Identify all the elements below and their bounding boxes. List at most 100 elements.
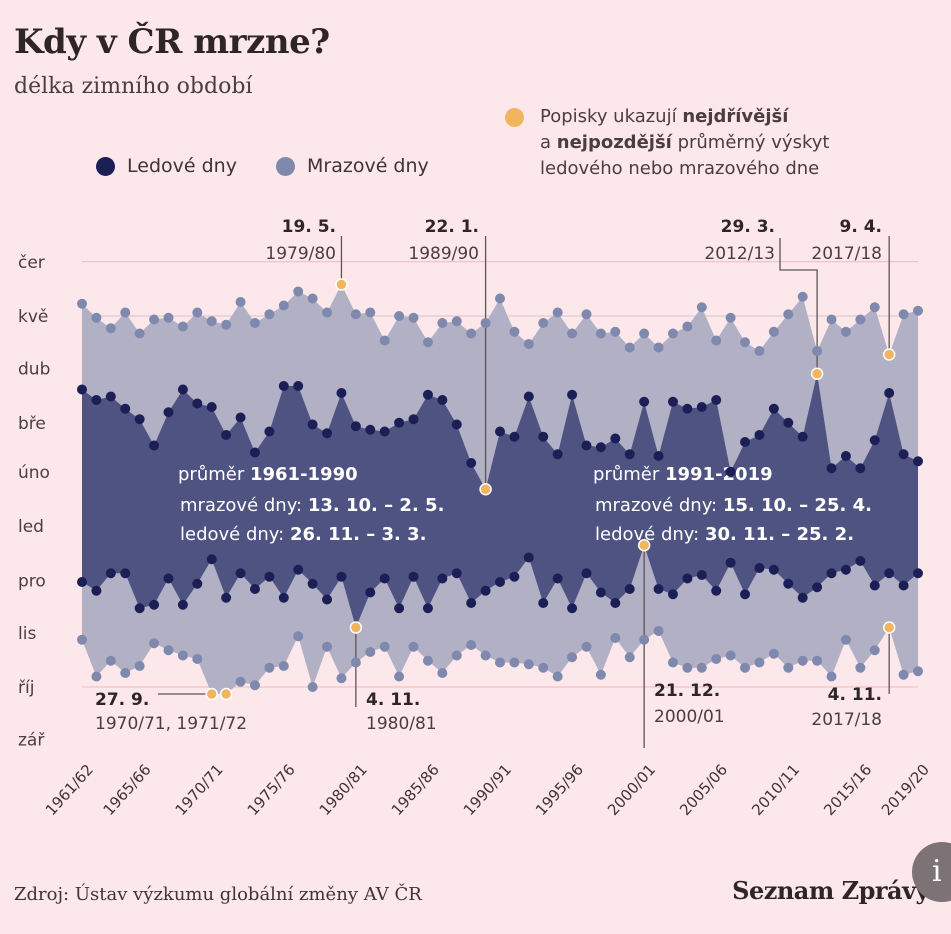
frost-day-point bbox=[797, 655, 808, 666]
ice-day-point bbox=[913, 568, 923, 579]
ice-day-point bbox=[293, 564, 304, 575]
annotation-season: 2000/01 bbox=[654, 707, 725, 727]
ice-day-point bbox=[754, 563, 765, 573]
ice-day-point bbox=[768, 564, 779, 575]
frost-day-point bbox=[509, 326, 520, 337]
y-tick-label: úno bbox=[18, 463, 50, 483]
x-tick-label: 2019/20 bbox=[878, 761, 933, 819]
ice-day-point bbox=[653, 451, 664, 461]
frost-day-point bbox=[422, 655, 433, 666]
frost-day-point bbox=[134, 661, 145, 671]
ice-day-point bbox=[235, 568, 246, 579]
note-bold: nejdřívější bbox=[682, 106, 789, 127]
annotation-season: 1980/81 bbox=[366, 714, 437, 734]
frost-day-point bbox=[768, 648, 779, 659]
highlight-point bbox=[882, 348, 896, 361]
y-tick-label: dub bbox=[18, 360, 50, 380]
frost-day-point bbox=[307, 293, 318, 304]
frost-day-point bbox=[725, 312, 736, 323]
chart-title: Kdy v ČR mrzne? bbox=[14, 22, 330, 62]
chart-subtitle: délka zimního období bbox=[14, 74, 253, 99]
ice-day-point bbox=[682, 403, 693, 414]
frost-day-point bbox=[149, 638, 160, 649]
ice-day-point bbox=[523, 391, 534, 402]
note-text: Popisky ukazují bbox=[540, 106, 683, 127]
ice-day-point bbox=[913, 456, 923, 467]
ice-day-point bbox=[134, 603, 145, 614]
ice-day-point bbox=[451, 568, 462, 579]
ice-day-point bbox=[595, 587, 606, 598]
average-frost-range: 13. 10. – 2. 5. bbox=[308, 495, 445, 516]
frost-day-point bbox=[293, 286, 304, 297]
average-ice-range: 30. 11. – 25. 2. bbox=[705, 524, 854, 545]
frost-day-point bbox=[581, 309, 592, 320]
frost-day-point bbox=[696, 662, 707, 673]
frost-day-point bbox=[120, 307, 131, 318]
highlight-point bbox=[882, 621, 896, 634]
frost-day-point bbox=[365, 647, 376, 657]
highlight-point bbox=[637, 539, 651, 552]
ice-day-point bbox=[163, 407, 174, 418]
note-text: ledového nebo mrazového dne bbox=[540, 158, 820, 179]
ice-day-point bbox=[552, 449, 563, 460]
frost-day-point bbox=[826, 314, 837, 325]
y-tick-label: bře bbox=[18, 414, 46, 434]
ice-day-point bbox=[581, 568, 592, 579]
ice-day-point bbox=[552, 573, 563, 584]
annotation-date: 19. 5. bbox=[282, 217, 336, 237]
ice-day-point bbox=[422, 389, 433, 400]
frost-day-point bbox=[105, 655, 116, 666]
brand-logo: Seznam Zprávy bbox=[732, 876, 929, 905]
x-tick-label: 1990/91 bbox=[460, 761, 515, 819]
frost-day-point bbox=[293, 631, 304, 642]
ice-day-point bbox=[105, 391, 116, 402]
annotation-date: 22. 1. bbox=[425, 217, 479, 237]
average-period: 1991-2019 bbox=[665, 464, 773, 485]
frost-day-point bbox=[797, 291, 808, 302]
frost-day-point bbox=[77, 634, 87, 645]
frost-day-point bbox=[696, 302, 707, 313]
ice-day-point bbox=[538, 598, 549, 608]
ice-day-point bbox=[898, 449, 909, 460]
average-frost-range: 15. 10. – 25. 4. bbox=[723, 495, 872, 516]
ice-day-point bbox=[667, 396, 678, 407]
annotation-date: 4. 11. bbox=[366, 690, 420, 710]
highlight-point bbox=[479, 483, 492, 496]
frost-day-point bbox=[682, 321, 693, 332]
frost-day-point bbox=[624, 342, 635, 353]
frost-day-point bbox=[480, 650, 491, 661]
frost-day-point bbox=[120, 668, 131, 678]
frost-day-point bbox=[264, 662, 275, 673]
frost-day-point bbox=[754, 657, 765, 668]
frost-day-point bbox=[595, 328, 606, 339]
ice-day-point bbox=[581, 440, 592, 451]
ice-day-point bbox=[869, 580, 880, 591]
frost-day-point bbox=[783, 309, 794, 320]
ice-day-point bbox=[711, 395, 722, 405]
frost-day-point bbox=[552, 307, 563, 318]
ice-day-point bbox=[249, 584, 260, 594]
info-button[interactable]: i bbox=[912, 842, 951, 902]
frost-day-point bbox=[812, 655, 823, 666]
frost-day-point bbox=[466, 328, 477, 339]
frost-day-point bbox=[379, 641, 390, 652]
ice-day-point bbox=[783, 417, 794, 428]
ice-day-point bbox=[869, 435, 880, 446]
frost-day-point bbox=[523, 339, 534, 349]
ice-day-point bbox=[235, 412, 246, 423]
ice-day-point bbox=[336, 388, 347, 398]
ice-day-point bbox=[884, 568, 895, 579]
y-tick-label: čer bbox=[18, 253, 45, 273]
ice-day-point bbox=[163, 573, 174, 584]
annotation-season: 1979/80 bbox=[265, 244, 336, 264]
frost-day-point bbox=[221, 319, 232, 330]
frost-day-point bbox=[235, 676, 246, 687]
highlight-point bbox=[335, 278, 348, 291]
ice-day-point bbox=[898, 580, 909, 591]
y-tick-label: zář bbox=[18, 731, 45, 751]
frost-day-point bbox=[610, 633, 621, 643]
annotation-leader-line bbox=[779, 238, 818, 374]
frost-day-point bbox=[855, 662, 866, 673]
frost-day-point bbox=[840, 326, 851, 337]
frost-day-point bbox=[711, 654, 722, 664]
